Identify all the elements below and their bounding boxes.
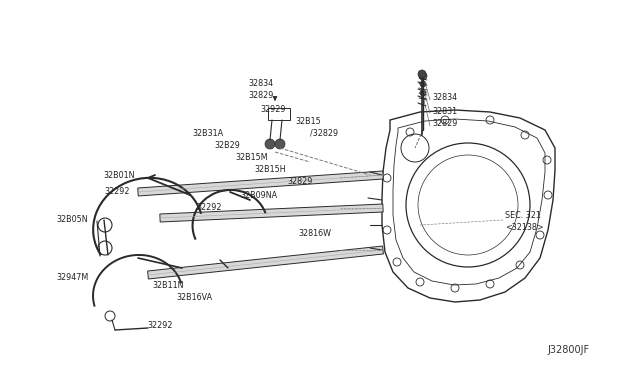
Text: J32800JF: J32800JF (548, 345, 590, 355)
Text: 32829: 32829 (432, 119, 458, 128)
Text: 32292: 32292 (147, 321, 173, 330)
Polygon shape (138, 171, 383, 196)
Polygon shape (148, 246, 383, 279)
Text: 32292: 32292 (104, 187, 129, 196)
Text: 32816W: 32816W (298, 228, 331, 237)
Text: 32B05N: 32B05N (56, 215, 88, 224)
Text: 32B31A: 32B31A (192, 128, 223, 138)
Bar (268, 108, 290, 120)
Text: 32B15M: 32B15M (235, 153, 268, 161)
Text: 32834: 32834 (432, 93, 457, 102)
Text: <32138>: <32138> (505, 224, 543, 232)
Text: 32947M: 32947M (56, 273, 88, 282)
Text: 32831: 32831 (432, 106, 457, 115)
Circle shape (420, 81, 426, 87)
Circle shape (419, 72, 427, 80)
Text: 32829: 32829 (287, 177, 312, 186)
Text: 32B29: 32B29 (214, 141, 240, 151)
Text: 32B11N: 32B11N (152, 280, 184, 289)
Text: 32929: 32929 (260, 105, 285, 113)
Text: 32292: 32292 (196, 203, 221, 212)
Circle shape (275, 139, 285, 149)
Text: 32B16VA: 32B16VA (176, 294, 212, 302)
Text: 32834: 32834 (248, 78, 273, 87)
Circle shape (420, 90, 426, 96)
Text: 32B15H: 32B15H (254, 166, 285, 174)
Text: SEC. 321: SEC. 321 (505, 211, 541, 219)
Text: 32B01N: 32B01N (103, 170, 134, 180)
Text: 32B09NA: 32B09NA (240, 192, 277, 201)
Text: 32B15: 32B15 (295, 116, 321, 125)
Circle shape (265, 139, 275, 149)
Text: 32829: 32829 (248, 92, 273, 100)
Text: /32829: /32829 (310, 128, 338, 138)
Polygon shape (160, 204, 383, 222)
Circle shape (418, 70, 426, 78)
